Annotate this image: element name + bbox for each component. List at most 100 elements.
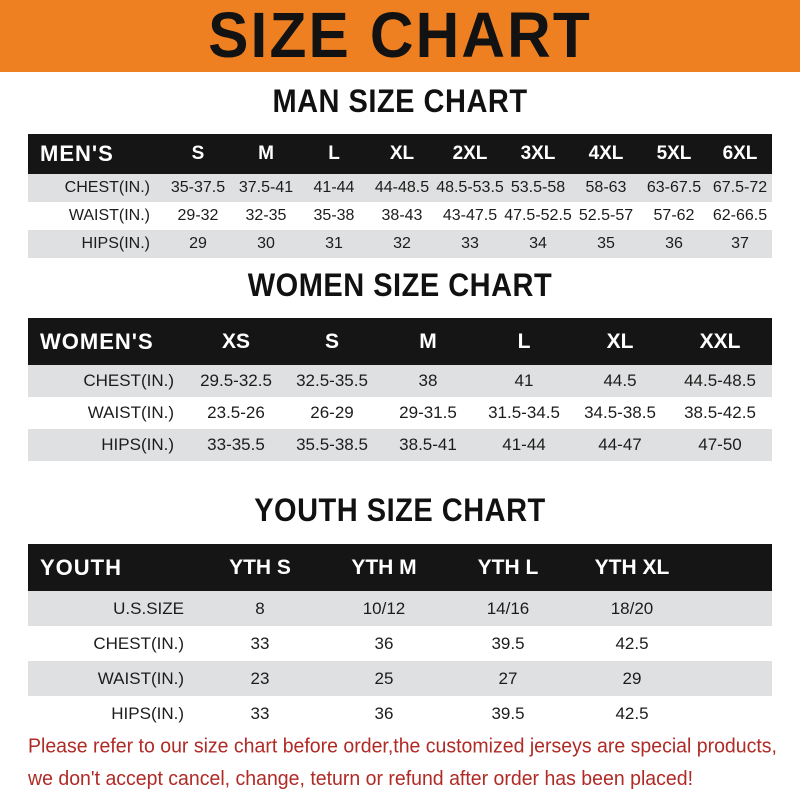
women-cell-r2-c4: 31.5-34.5 <box>488 403 560 422</box>
women-cell-r3-c2: 35.5-38.5 <box>296 435 368 454</box>
youth-row-label-2: CHEST(IN.) <box>93 633 184 653</box>
women-size-header-2: S <box>324 329 339 353</box>
men-size-header-8: 5XL <box>656 143 692 164</box>
youth-cell-r4-c3: 39.5 <box>491 703 525 723</box>
men-cell-r3-c7: 35 <box>597 235 615 252</box>
women-size-header-5: XL <box>606 329 634 353</box>
youth-size-header-3: YTH L <box>477 555 539 579</box>
youth-cell-r3-c1: 23 <box>250 668 270 688</box>
youth-cell-r4-c1: 33 <box>250 703 270 723</box>
men-cell-r2-c9: 62-66.5 <box>712 207 768 224</box>
men-cell-r3-c5: 33 <box>461 235 479 252</box>
youth-cell-r1-c4: 18/20 <box>610 598 654 618</box>
men-cell-r1-c7: 58-63 <box>585 179 627 196</box>
youth-cell-spacer <box>694 626 772 661</box>
men-size-header-4: XL <box>389 143 415 164</box>
women-cell-r1-c6: 44.5-48.5 <box>684 371 756 390</box>
men-cell-r2-c7: 52.5-57 <box>578 207 634 224</box>
men-cell-r2-c3: 35-38 <box>313 207 355 224</box>
women-cell-r2-c1: 23.5-26 <box>207 403 265 422</box>
table-row: HIPS(IN.) 33-35.5 35.5-38.5 38.5-41 41-44 44-… <box>28 429 772 461</box>
table-row: CHEST(IN.) 29.5-32.5 32.5-35.5 38 41 44.5 44.5… <box>28 365 772 397</box>
men-cell-r1-c4: 44-48.5 <box>374 179 430 196</box>
women-cell-r1-c1: 29.5-32.5 <box>200 371 272 390</box>
youth-cell-spacer <box>694 696 772 731</box>
order-disclaimer: Please refer to our size chart before or… <box>28 730 777 796</box>
women-section-title: WOMEN SIZE CHART <box>247 268 553 304</box>
men-row-label-1: CHEST(IN.) <box>64 179 150 196</box>
men-cell-r3-c4: 32 <box>393 235 411 252</box>
men-cell-r2-c6: 47.5-52.5 <box>504 207 572 224</box>
men-cell-r2-c4: 38-43 <box>381 207 423 224</box>
women-cell-r3-c4: 41-44 <box>502 435 546 454</box>
women-corner-label: WOMEN'S <box>40 328 154 354</box>
youth-cell-r1-c1: 8 <box>255 598 265 618</box>
youth-cell-spacer <box>694 661 772 696</box>
youth-cell-r4-c2: 36 <box>374 703 394 723</box>
table-row: CHEST(IN.) 33 36 39.5 42.5 <box>28 626 772 661</box>
youth-header-spacer <box>694 544 772 591</box>
men-cell-r3-c8: 36 <box>665 235 683 252</box>
man-section-title: MAN SIZE CHART <box>272 84 528 120</box>
women-cell-r2-c6: 38.5-42.5 <box>684 403 756 422</box>
page-banner: SIZE CHART <box>0 0 800 72</box>
men-size-header-5: 2XL <box>452 143 488 164</box>
table-row: CHEST(IN.) 35-37.5 37.5-41 41-44 44-48.5 48.5… <box>28 174 772 202</box>
men-cell-r2-c8: 57-62 <box>653 207 695 224</box>
youth-size-table: YOUTH YTH S YTH M YTH L YTH XL U.S.SIZE 8 10/12… <box>28 544 772 731</box>
disclaimer-line-2: we don't accept cancel, change, teturn o… <box>28 767 693 791</box>
youth-cell-r1-c3: 14/16 <box>486 598 530 618</box>
youth-header-row: YOUTH YTH S YTH M YTH L YTH XL <box>28 544 772 591</box>
youth-cell-r3-c4: 29 <box>622 668 642 688</box>
youth-size-header-4: YTH XL <box>594 555 670 579</box>
women-cell-r3-c3: 38.5-41 <box>399 435 457 454</box>
table-row: HIPS(IN.) 29 30 31 32 33 34 35 36 37 <box>28 230 772 258</box>
youth-section-title: YOUTH SIZE CHART <box>254 493 546 529</box>
men-cell-r1-c5: 48.5-53.5 <box>436 179 504 196</box>
table-row: WAIST(IN.) 23 25 27 29 <box>28 661 772 696</box>
page-title: SIZE CHART <box>208 0 592 72</box>
youth-cell-spacer <box>694 591 772 626</box>
men-cell-r1-c3: 41-44 <box>313 179 355 196</box>
women-size-header-6: XXL <box>699 329 741 353</box>
women-table-body: WOMEN'S XS S M L XL XXL CHEST(IN.) 29.5-32.5 32.5… <box>28 318 772 461</box>
men-size-header-1: S <box>191 143 205 164</box>
youth-table-body: YOUTH YTH S YTH M YTH L YTH XL U.S.SIZE 8 10/12… <box>28 544 772 731</box>
men-cell-r3-c2: 30 <box>257 235 275 252</box>
women-cell-r1-c5: 44.5 <box>603 371 637 390</box>
men-cell-r3-c3: 31 <box>325 235 343 252</box>
youth-size-header-2: YTH M <box>351 555 417 579</box>
men-cell-r1-c1: 35-37.5 <box>170 179 226 196</box>
youth-cell-r3-c3: 27 <box>498 668 518 688</box>
disclaimer-line-1: Please refer to our size chart before or… <box>28 734 777 758</box>
men-cell-r1-c9: 67.5-72 <box>712 179 768 196</box>
table-row: HIPS(IN.) 33 36 39.5 42.5 <box>28 696 772 731</box>
men-cell-r2-c2: 32-35 <box>245 207 287 224</box>
men-size-header-7: 4XL <box>588 143 624 164</box>
youth-cell-r2-c3: 39.5 <box>491 633 525 653</box>
youth-corner-label: YOUTH <box>40 554 122 580</box>
women-cell-r1-c2: 32.5-35.5 <box>296 371 368 390</box>
women-cell-r3-c5: 44-47 <box>598 435 642 454</box>
women-row-label-3: HIPS(IN.) <box>101 435 174 454</box>
youth-row-label-1: U.S.SIZE <box>113 598 184 618</box>
men-size-header-9: 6XL <box>722 143 758 164</box>
men-row-label-2: WAIST(IN.) <box>68 207 150 224</box>
women-cell-r1-c4: 41 <box>514 371 534 390</box>
men-cell-r3-c1: 29 <box>189 235 207 252</box>
men-size-header-6: 3XL <box>520 143 556 164</box>
men-cell-r1-c6: 53.5-58 <box>510 179 566 196</box>
youth-cell-r2-c4: 42.5 <box>615 633 649 653</box>
table-row: WAIST(IN.) 23.5-26 26-29 29-31.5 31.5-34.5 34… <box>28 397 772 429</box>
men-table-body: MEN'S S M L XL 2XL 3XL 4XL 5XL 6XL CHEST(IN.) 35-37… <box>28 134 772 258</box>
women-cell-r3-c1: 33-35.5 <box>207 435 265 454</box>
youth-row-label-3: WAIST(IN.) <box>97 668 184 688</box>
table-row: WAIST(IN.) 29-32 32-35 35-38 38-43 43-47.5 47.… <box>28 202 772 230</box>
women-cell-r3-c6: 47-50 <box>698 435 742 454</box>
men-cell-r2-c5: 43-47.5 <box>442 207 498 224</box>
women-cell-r2-c2: 26-29 <box>310 403 354 422</box>
youth-row-label-4: HIPS(IN.) <box>111 703 184 723</box>
youth-cell-r3-c2: 25 <box>374 668 394 688</box>
men-size-header-2: M <box>258 143 274 164</box>
women-cell-r2-c3: 29-31.5 <box>399 403 457 422</box>
